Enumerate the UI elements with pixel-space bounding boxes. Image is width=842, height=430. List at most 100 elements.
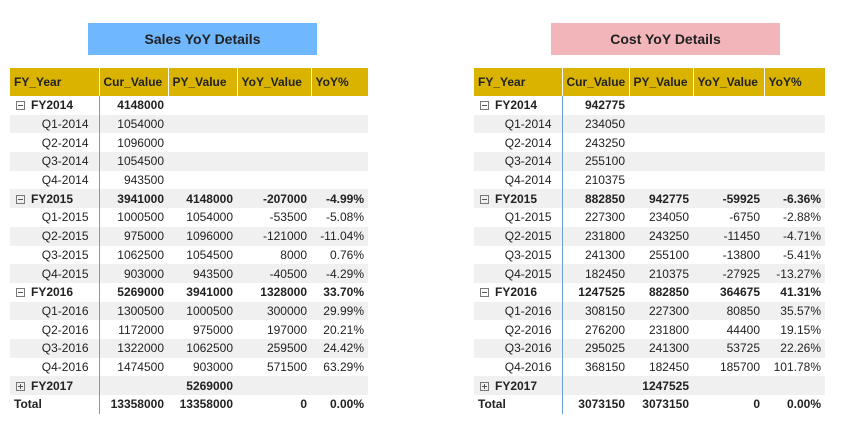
year-row: FY2016 1247525 882850 364675 41.31% [474, 282, 825, 302]
cur-value-cell: 13358000 [110, 397, 164, 412]
col-header-cur-value[interactable]: Cur_Value [99, 68, 169, 96]
row-label-text: FY2014 [495, 98, 538, 113]
yoy-value-cell: -11450 [693, 226, 764, 246]
col-header-cur-value[interactable]: Cur_Value [562, 68, 630, 96]
quarter-row: Q4-2016 368150 182450 185700 101.78% [474, 357, 825, 377]
col-header-py-value[interactable]: PY_Value [629, 68, 694, 96]
py-value-cell: 5269000 [168, 376, 237, 395]
yoy-pct-cell: -4.71% [764, 226, 825, 246]
collapse-icon[interactable] [16, 101, 25, 111]
row-label: Q2-2016 [474, 320, 563, 339]
yoy-pct-cell: -4.29% [311, 264, 368, 283]
cur-value-cell: 210375 [584, 173, 625, 188]
expand-icon[interactable] [16, 381, 25, 391]
collapse-icon[interactable] [480, 194, 489, 204]
col-header-py-value[interactable]: PY_Value [168, 68, 238, 96]
quarter-row: Q2-2016 276200 231800 44400 19.15% [474, 320, 825, 339]
cur-value-cell: 4148000 [117, 98, 164, 113]
sales-yoy-matrix: FY_Year Cur_Value PY_Value YoY_Value YoY… [10, 68, 369, 414]
col-header-yoy-value[interactable]: YoY_Value [237, 68, 312, 96]
row-label-text: FY2016 [31, 285, 74, 300]
row-label: Q4-2015 [10, 264, 100, 283]
col-header-yoy-pct[interactable]: YoY% [764, 68, 826, 96]
yoy-value-cell: 0 [753, 397, 760, 412]
cur-value-cell: 943500 [123, 173, 164, 188]
row-label-text: FY2014 [31, 98, 74, 113]
yoy-value-cell [237, 376, 311, 395]
col-header-yoy-value[interactable]: YoY_Value [693, 68, 765, 96]
sales-body: FY2014 4148000 Q1-2014 1054000 Q2-2014 109600… [10, 96, 368, 414]
py-value-cell: 1054500 [186, 247, 233, 262]
py-value-cell [168, 114, 237, 134]
row-label-text: FY2017 [495, 378, 538, 393]
collapse-icon[interactable] [480, 288, 489, 298]
row-label: FY2014 [10, 96, 100, 115]
row-label-text: Q4-2016 [41, 359, 89, 374]
yoy-pct-cell: 33.70% [323, 285, 364, 300]
yoy-value-cell [693, 133, 764, 152]
row-label-text: Q3-2016 [41, 341, 89, 356]
yoy-pct-cell: 41.31% [780, 285, 821, 300]
cost-yoy-matrix: FY_Year Cur_Value PY_Value YoY_Value YoY… [474, 68, 826, 414]
yoy-value-cell: 197000 [266, 322, 307, 337]
row-label-text: Q1-2015 [41, 210, 89, 225]
quarter-row: Q1-2016 308150 227300 80850 35.57% [474, 301, 825, 321]
collapse-icon[interactable] [16, 194, 25, 204]
py-value-cell: 1062500 [168, 338, 237, 358]
header-row: FY_Year Cur_Value PY_Value YoY_Value YoY… [474, 68, 826, 96]
row-label-text: Q3-2015 [41, 247, 89, 262]
col-header-yoy-pct[interactable]: YoY% [311, 68, 369, 96]
col-header-fy-year[interactable]: FY_Year [474, 68, 563, 96]
cur-value-cell: 1172000 [118, 322, 164, 337]
yoy-value-cell [693, 152, 764, 171]
row-label-text: Q4-2014 [504, 173, 552, 188]
cur-value-cell: 1322000 [99, 338, 168, 358]
row-label: Q2-2014 [474, 133, 563, 153]
py-value-cell: 210375 [629, 264, 693, 283]
cur-value-cell: 227300 [584, 210, 625, 225]
cur-value-cell: 1000500 [117, 210, 164, 225]
py-value-cell: 1054000 [186, 210, 233, 225]
py-value-cell [629, 152, 693, 171]
quarter-row: Q2-2014 243250 [474, 133, 825, 153]
py-value-cell: 243250 [629, 226, 693, 246]
py-value-cell: 182450 [648, 359, 689, 374]
yoy-value-cell [693, 171, 764, 190]
row-label-text: Q4-2016 [504, 359, 552, 374]
yoy-value-cell [237, 133, 311, 152]
row-label-text: Q3-2015 [504, 247, 552, 262]
yoy-pct-cell: -13.27% [764, 264, 825, 283]
yoy-value-cell: 259500 [237, 338, 311, 358]
cur-value-cell: 295025 [562, 338, 629, 358]
row-label-text: Q2-2015 [504, 229, 552, 244]
sales-title: Sales YoY Details [88, 23, 317, 55]
collapse-icon[interactable] [16, 288, 25, 298]
yoy-value-cell [693, 376, 764, 395]
row-label-text: FY2015 [495, 191, 538, 206]
total-row: Total 3073150 3073150 0 0.00% [474, 395, 825, 414]
yoy-pct-cell: -4.99% [311, 189, 368, 209]
row-label: Q1-2015 [474, 208, 563, 227]
yoy-pct-cell: 63.29% [323, 359, 364, 374]
yoy-pct-cell [311, 96, 368, 115]
yoy-value-cell: -27925 [693, 264, 764, 283]
yoy-pct-cell [311, 114, 368, 134]
quarter-row: Q3-2014 1054500 [10, 152, 368, 171]
quarter-row: Q4-2015 182450 210375 -27925 -13.27% [474, 264, 825, 283]
yoy-pct-cell [764, 376, 825, 395]
yoy-pct-cell [764, 152, 825, 171]
row-label-text: Q1-2014 [504, 117, 552, 132]
cur-value-cell: 903000 [99, 264, 168, 283]
yoy-pct-cell: -6.36% [764, 189, 825, 209]
yoy-value-cell: -121000 [237, 226, 311, 246]
row-label-text: Q1-2016 [41, 303, 89, 318]
collapse-icon[interactable] [480, 101, 489, 111]
yoy-pct-cell [311, 133, 368, 152]
yoy-pct-cell: 20.21% [323, 322, 364, 337]
quarter-row: Q2-2016 1172000 975000 197000 20.21% [10, 320, 368, 339]
row-label-text: Q1-2014 [41, 117, 89, 132]
row-label-text: Q2-2014 [504, 135, 552, 150]
py-value-cell: 3073150 [642, 397, 689, 412]
expand-icon[interactable] [480, 381, 489, 391]
col-header-fy-year[interactable]: FY_Year [10, 68, 100, 96]
